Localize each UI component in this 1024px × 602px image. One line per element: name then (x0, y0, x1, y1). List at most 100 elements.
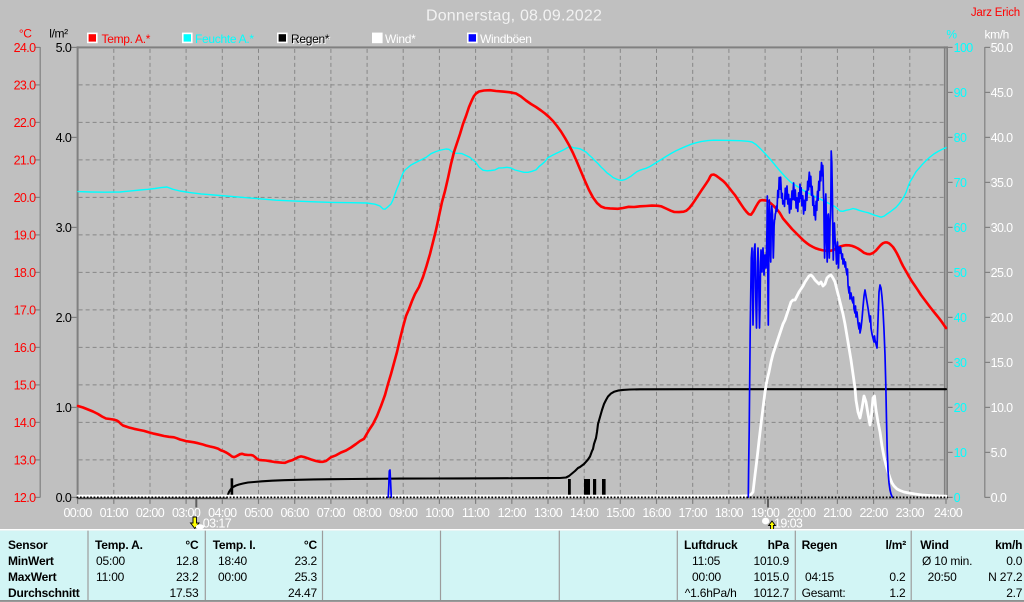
svg-text:04:15: 04:15 (805, 570, 835, 584)
svg-text:01:00: 01:00 (100, 506, 129, 520)
svg-text:0.0: 0.0 (56, 491, 72, 505)
svg-text:00:00: 00:00 (218, 570, 248, 584)
svg-text:14.0: 14.0 (14, 416, 37, 430)
svg-text:12.0: 12.0 (14, 491, 37, 505)
svg-text:5.0: 5.0 (56, 41, 72, 55)
svg-text:17.0: 17.0 (14, 303, 37, 317)
svg-text:3.0: 3.0 (56, 221, 72, 235)
svg-text:11:00: 11:00 (96, 570, 125, 584)
svg-text:24.47: 24.47 (288, 586, 318, 600)
svg-text:20: 20 (954, 401, 967, 415)
svg-text:00:00: 00:00 (63, 506, 92, 520)
svg-text:Regen: Regen (802, 538, 838, 552)
svg-text:Luftdruck: Luftdruck (684, 538, 738, 552)
svg-text:80: 80 (954, 131, 967, 145)
svg-text:Temp. A.: Temp. A. (95, 538, 143, 552)
svg-text:°C: °C (19, 26, 32, 40)
svg-text:23.2: 23.2 (294, 554, 317, 568)
svg-text:km/h: km/h (995, 538, 1022, 552)
svg-text:05:00: 05:00 (244, 506, 273, 520)
svg-text:10: 10 (954, 446, 967, 460)
svg-text:2.0: 2.0 (56, 311, 72, 325)
svg-text:17.53: 17.53 (169, 586, 199, 600)
svg-text:30: 30 (954, 356, 967, 370)
svg-text:l/m²: l/m² (885, 538, 906, 552)
svg-text:24.0: 24.0 (14, 41, 37, 55)
svg-text:20:50: 20:50 (928, 570, 958, 584)
svg-text:5.0: 5.0 (991, 446, 1007, 460)
svg-text:1012.7: 1012.7 (753, 586, 789, 600)
svg-text:0.2: 0.2 (889, 570, 906, 584)
svg-text:hPa: hPa (768, 538, 790, 552)
svg-text:00:00: 00:00 (692, 570, 722, 584)
svg-text:16.0: 16.0 (14, 341, 37, 355)
svg-text:23:00: 23:00 (896, 506, 925, 520)
svg-text:Wind*: Wind* (385, 32, 416, 46)
svg-text:21.0: 21.0 (14, 153, 37, 167)
svg-text:15.0: 15.0 (991, 356, 1014, 370)
svg-text:05:00: 05:00 (96, 554, 126, 568)
svg-text:Wind: Wind (920, 538, 948, 552)
svg-text:21:00: 21:00 (823, 506, 852, 520)
svg-text:1015.0: 1015.0 (753, 570, 789, 584)
svg-text:20.0: 20.0 (14, 191, 37, 205)
svg-text:0.0: 0.0 (1006, 554, 1023, 568)
svg-text:50.0: 50.0 (991, 41, 1014, 55)
svg-text:Windböen: Windböen (480, 32, 532, 46)
svg-text:45.0: 45.0 (991, 86, 1014, 100)
svg-text:l/m²: l/m² (49, 26, 68, 40)
svg-text:13:00: 13:00 (534, 506, 563, 520)
svg-text:02:00: 02:00 (136, 506, 165, 520)
svg-text:Durchschnitt: Durchschnitt (8, 586, 80, 600)
svg-text:18:40: 18:40 (218, 554, 248, 568)
svg-text:12.8: 12.8 (176, 554, 199, 568)
svg-text:MinWert: MinWert (8, 554, 54, 568)
svg-text:40: 40 (954, 311, 967, 325)
svg-text:07:00: 07:00 (317, 506, 346, 520)
svg-text:°C: °C (185, 538, 199, 552)
svg-text:Sensor: Sensor (8, 538, 48, 552)
svg-text:03:00: 03:00 (172, 506, 201, 520)
svg-text:19.0: 19.0 (14, 228, 37, 242)
svg-text:11:05: 11:05 (692, 554, 721, 568)
svg-text:0: 0 (954, 491, 961, 505)
svg-text:04:00: 04:00 (208, 506, 237, 520)
svg-text:%: % (946, 28, 957, 42)
svg-text:08:00: 08:00 (353, 506, 382, 520)
svg-text:1010.9: 1010.9 (753, 554, 789, 568)
svg-text:Ø 10 min.: Ø 10 min. (922, 554, 972, 568)
svg-text:20.0: 20.0 (991, 311, 1014, 325)
svg-text:23.0: 23.0 (14, 78, 37, 92)
svg-text:25.0: 25.0 (991, 266, 1014, 280)
svg-text:12:00: 12:00 (498, 506, 527, 520)
svg-text:50: 50 (954, 266, 967, 280)
svg-text:4.0: 4.0 (56, 131, 72, 145)
svg-text:19:03: 19:03 (774, 516, 803, 530)
svg-text:^1.6hPa/h: ^1.6hPa/h (685, 586, 737, 600)
svg-text:30.0: 30.0 (991, 221, 1014, 235)
svg-text:N 27.2: N 27.2 (988, 570, 1023, 584)
svg-text:22.0: 22.0 (14, 116, 37, 130)
svg-text:14:00: 14:00 (570, 506, 599, 520)
svg-text:09:00: 09:00 (389, 506, 418, 520)
svg-text:22:00: 22:00 (859, 506, 888, 520)
svg-text:24:00: 24:00 (934, 506, 963, 520)
svg-text:1.2: 1.2 (889, 586, 906, 600)
svg-text:35.0: 35.0 (991, 176, 1014, 190)
svg-text:13.0: 13.0 (14, 453, 37, 467)
svg-text:2.7: 2.7 (1006, 586, 1023, 600)
svg-text:Regen*: Regen* (291, 32, 330, 46)
svg-text:10.0: 10.0 (991, 401, 1014, 415)
svg-text:0.0: 0.0 (991, 491, 1007, 505)
svg-text:Feuchte A.*: Feuchte A.* (195, 32, 254, 46)
svg-text:1.0: 1.0 (56, 401, 72, 415)
svg-text:70: 70 (954, 176, 967, 190)
svg-text:Temp. I.: Temp. I. (213, 538, 256, 552)
svg-text:15:00: 15:00 (606, 506, 635, 520)
svg-text:20:00: 20:00 (787, 506, 816, 520)
svg-text:km/h: km/h (985, 28, 1009, 42)
svg-text:17:00: 17:00 (679, 506, 708, 520)
svg-text:15.0: 15.0 (14, 378, 37, 392)
svg-text:Gesamt:: Gesamt: (802, 586, 846, 600)
svg-text:40.0: 40.0 (991, 131, 1014, 145)
